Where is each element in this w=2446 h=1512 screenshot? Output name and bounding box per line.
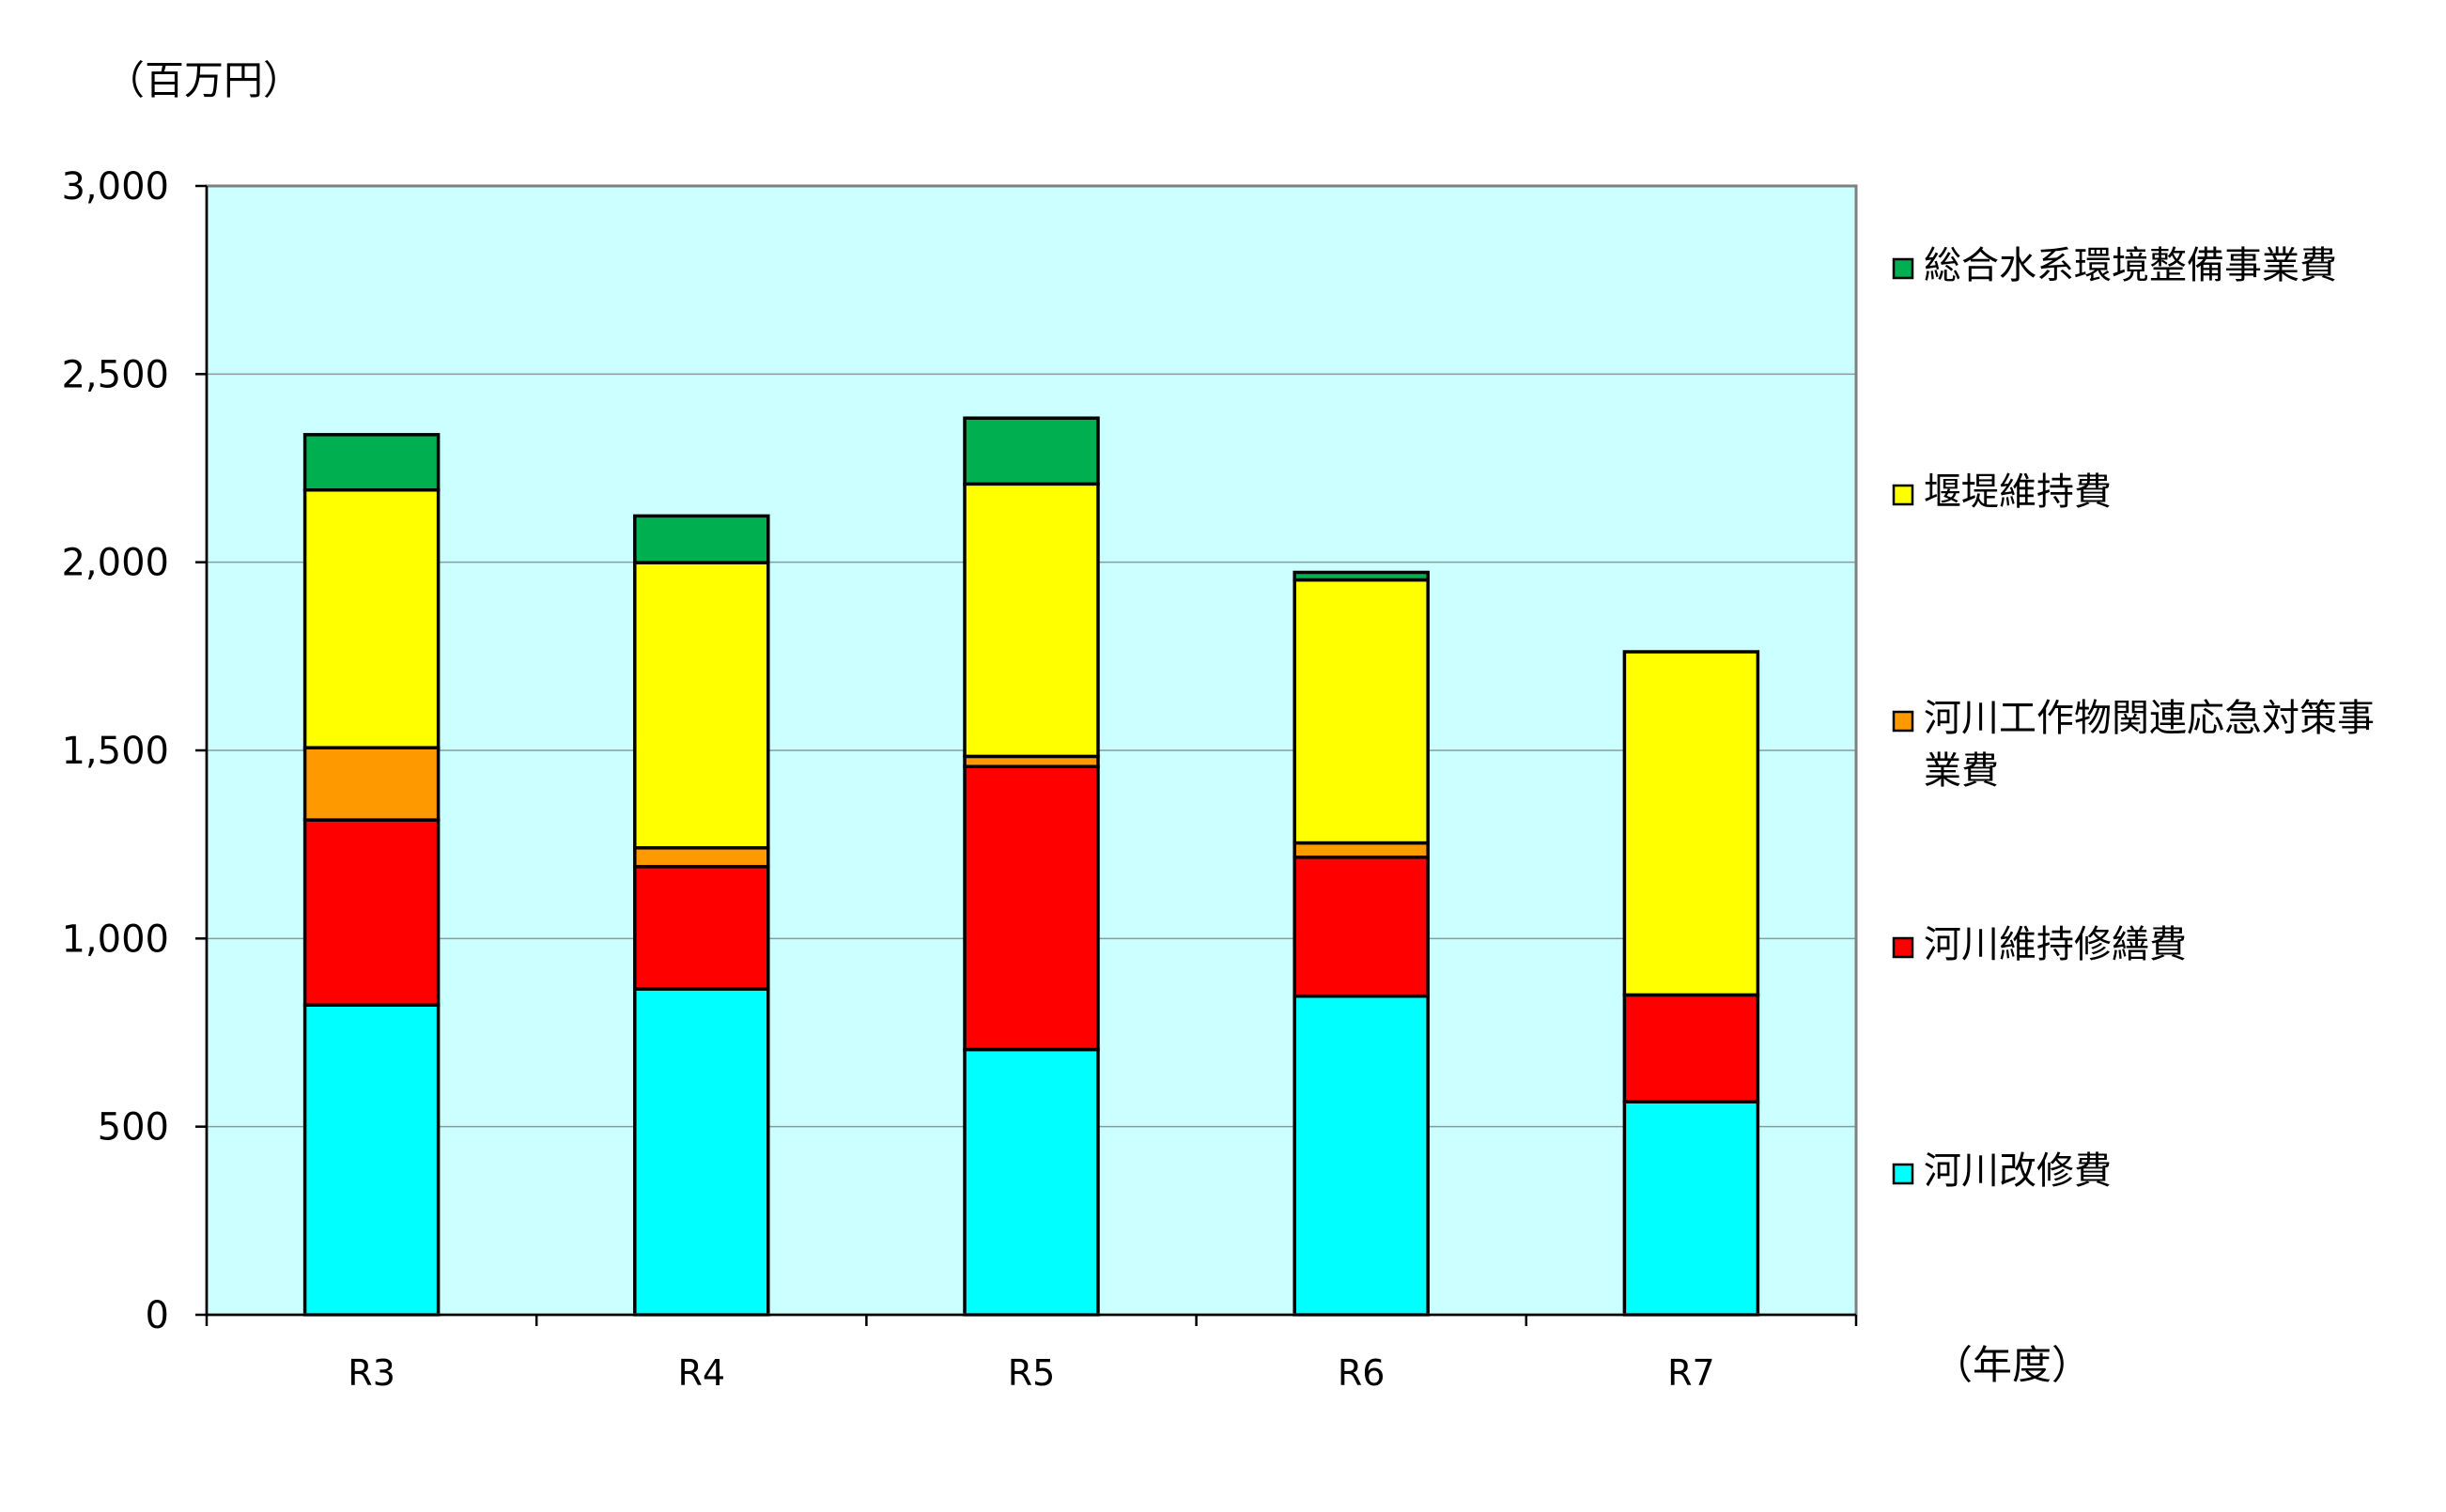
bar-segment (302, 487, 441, 749)
y-tick-labels: 0 500 1,000 1,500 2,000 2,500 3,000 (61, 165, 169, 1337)
legend-label: 堰堤維持費 (1924, 471, 2112, 514)
legend-swatch (1892, 1163, 1914, 1185)
x-tick-label: R5 (1008, 1352, 1056, 1394)
bar-segment (633, 514, 770, 564)
bar-segment (633, 865, 770, 991)
legend-label: 総合水系環境整備事業費 (1924, 244, 2337, 287)
bar-segment (1293, 856, 1430, 998)
bar-segment (302, 1003, 441, 1317)
legend-label: 河川改修費 (1924, 1149, 2112, 1193)
axes (195, 184, 1858, 1326)
bar-segment (1293, 841, 1430, 859)
legend-label: 河川工作物関連応急対策事 (1924, 697, 2375, 740)
bar-segment (1622, 650, 1760, 997)
bar-segment (963, 1047, 1100, 1317)
y-tick-label: 2,500 (61, 353, 169, 396)
bar-segment (1622, 993, 1760, 1103)
bar-segment (963, 764, 1100, 1052)
bar-segment (302, 746, 441, 822)
x-tick-label: R4 (678, 1352, 726, 1394)
y-tick-label: 0 (146, 1294, 169, 1337)
legend-swatch (1892, 257, 1914, 280)
legend-swatch (1892, 710, 1914, 733)
x-tick-label: R7 (1667, 1352, 1715, 1394)
y-tick-label: 3,000 (61, 165, 169, 208)
bar-segment (1293, 994, 1430, 1317)
y-tick-label: 1,000 (61, 918, 169, 961)
y-tick-label: 500 (98, 1106, 169, 1149)
bar-segment (302, 818, 441, 1008)
x-tick-label: R3 (348, 1352, 395, 1394)
x-tick-label: R6 (1338, 1352, 1386, 1394)
bar-segment (302, 433, 441, 492)
legend-label: 業費 (1924, 749, 1999, 793)
y-tick-label: 2,000 (61, 542, 169, 585)
bar-segment (963, 482, 1100, 759)
bar-segment (633, 987, 770, 1317)
y-tick-label: 1,500 (61, 730, 169, 773)
bar-segment (633, 561, 770, 850)
y-unit-label: （百万円） (105, 57, 302, 103)
bar-segment (1622, 1100, 1760, 1317)
bar-segment (1293, 570, 1430, 582)
bars (302, 416, 1760, 1317)
x-unit-label: （年度） (1933, 1342, 2091, 1388)
legend-label: 河川維持修繕費 (1924, 923, 2187, 966)
bar-segment (1293, 578, 1430, 845)
bar-segment (963, 416, 1100, 486)
legend-swatch (1892, 484, 1914, 506)
x-tick-labels: R3 R4 R5 R6 R7 (348, 1352, 1714, 1394)
bar-segment (633, 846, 770, 869)
legend-swatch (1892, 936, 1914, 959)
legend: 総合水系環境整備事業費堰堤維持費河川工作物関連応急対策事業費河川維持修繕費河川改… (1892, 244, 2375, 1193)
